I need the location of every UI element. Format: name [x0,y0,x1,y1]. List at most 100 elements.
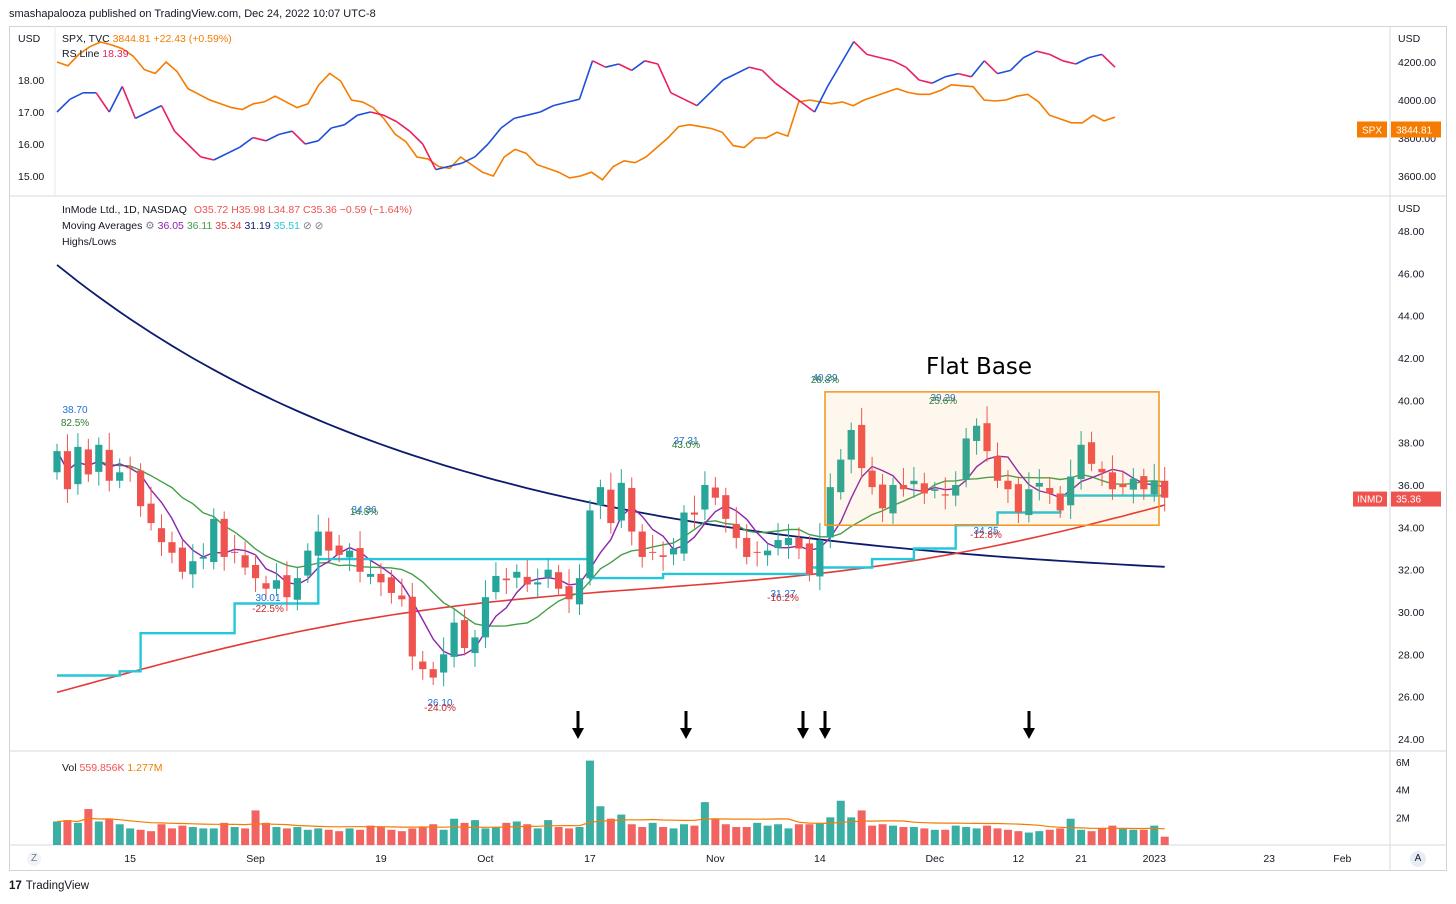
rs-line-segment [1009,57,1025,71]
rs-line-segment [135,111,149,120]
extreme-pct-label: 25.6% [929,396,957,407]
flat-base-label: Flat Base [926,354,1033,380]
volume-bar [429,824,438,845]
ma-value-2: 36.11 [186,220,213,232]
rs-line-segment [840,41,855,65]
spx-label: SPX, TVC [62,33,110,45]
volume-bar [763,825,772,845]
main-legend[interactable]: InMode Ltd., 1D, NASDAQ O35.72 H35.98 L3… [62,204,412,216]
extreme-price-label: 40.29 [812,373,837,384]
candle-body [722,495,730,519]
down-arrow-icon [572,728,584,739]
ohlc-high: H35.98 [231,204,266,216]
rs-line-segment [95,92,110,113]
ma-legend[interactable]: Moving Averages ⚙ 36.05 36.11 35.34 31.1… [62,220,323,232]
volume-bar [408,828,417,845]
settings-icon[interactable]: ⚙ [145,220,155,232]
candle-body [555,572,563,589]
price-tick-label: 26.00 [1398,692,1424,704]
rs-label: RS Line [62,48,100,60]
rs-line-segment [774,82,789,94]
vol-legend[interactable]: Vol 559.856K 1.277M [62,762,162,774]
eye-icon-2[interactable]: ⊘ [314,220,324,232]
inmd-tag-value-box [1391,491,1441,507]
candle-body [116,472,124,481]
candle-body [398,595,406,600]
rs-line-segment [644,60,659,65]
volume-bar [805,824,814,845]
tradingview-logo[interactable]: 17 TradingView [9,880,89,892]
candle-body [241,555,249,568]
vol-value-2: 1.277M [127,762,163,774]
price-tick-label: 44.00 [1398,311,1424,323]
volume-bar [732,827,741,845]
volume-bar [878,824,887,845]
extreme-price-label: 37.31 [673,436,698,447]
volume-bar [147,831,156,845]
candle-body [690,512,699,515]
candle-body [544,569,552,578]
extreme-price-label: 38.70 [62,405,87,416]
rs-line-segment [853,41,868,55]
extreme-price-label: 26.10 [427,698,452,709]
candle-body [973,425,981,441]
candle-body [523,576,531,585]
candle-body [962,438,970,480]
spx-legend[interactable]: SPX, TVC 3844.81 +22.43 (+0.59%) [62,33,232,45]
volume-bar [136,829,145,845]
candle-body [837,459,845,493]
volume-bar [962,827,971,845]
candle-body [764,550,772,556]
volume-bar [648,822,657,845]
volume-bar [1098,828,1106,845]
candle-body [147,503,155,524]
candle-body [95,444,103,472]
candle-body [993,456,1002,481]
rs-legend[interactable]: RS Line 18.39 [62,48,129,60]
candle-body [1014,484,1022,513]
volume-bar [784,828,793,845]
time-tick-label: 12 [1013,853,1025,865]
volume-bar [815,822,824,845]
volume-bar [565,828,574,845]
ma-value-4: 31.19 [244,220,271,232]
volume-bar [690,825,699,845]
volume-bar [262,822,270,845]
extreme-pct-label: -24.0% [424,703,456,714]
volume-tick-label: 4M [1396,786,1410,797]
volume-bar [1003,829,1012,845]
volume-bar [209,828,218,845]
volume-bar [1108,825,1117,845]
volume-bar [951,825,960,845]
volume-bar [512,821,521,845]
volume-bar [993,828,1002,845]
ohlc-low: L34.87 [267,204,301,216]
volume-bar [1160,836,1169,845]
ma-value-1: 36.05 [157,220,184,232]
volume-bar [889,825,897,845]
volume-bar [397,831,406,845]
rs-line-segment [461,156,476,164]
volume-bar [1045,829,1054,845]
rs-line-segment [1075,56,1090,65]
ohlc-change: −0.59 (−1.64%) [339,204,413,216]
candle-body [210,518,218,563]
volume-ma-line [56,817,1165,830]
highs-lows-legend[interactable]: Highs/Lows [62,236,117,248]
rs-line-segment [108,86,124,113]
down-arrow-icon [797,728,809,739]
volume-bar [794,824,803,845]
volume-bar [460,822,469,845]
candle-body [492,576,500,593]
volume-bar [502,822,511,845]
volume-bar [376,827,385,845]
volume-bar [941,829,950,845]
rs-line-segment [422,143,437,170]
zoom-button[interactable]: Z [27,852,41,866]
candle-body [1129,478,1137,490]
auto-scale-button[interactable]: A [1410,851,1426,867]
rs-line-segment [357,111,371,116]
eye-icon[interactable]: ⊘ [302,220,312,232]
rs-line-segment [304,140,319,145]
